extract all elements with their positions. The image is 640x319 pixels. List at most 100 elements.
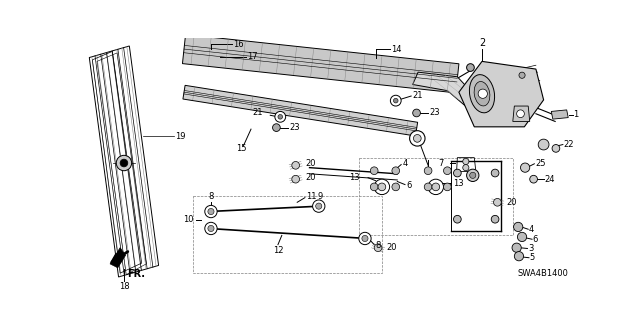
Circle shape bbox=[120, 159, 128, 167]
Circle shape bbox=[413, 135, 421, 142]
Circle shape bbox=[516, 110, 524, 118]
Text: 20: 20 bbox=[305, 159, 316, 168]
Text: 8: 8 bbox=[376, 241, 381, 250]
Ellipse shape bbox=[469, 75, 495, 113]
Circle shape bbox=[530, 175, 538, 183]
Circle shape bbox=[374, 179, 390, 195]
Text: 3: 3 bbox=[528, 244, 534, 253]
Circle shape bbox=[371, 167, 378, 174]
Circle shape bbox=[374, 244, 382, 252]
Text: 10: 10 bbox=[183, 216, 193, 225]
Text: 15: 15 bbox=[236, 144, 246, 153]
Circle shape bbox=[392, 167, 399, 174]
Polygon shape bbox=[459, 61, 543, 127]
Polygon shape bbox=[90, 46, 159, 277]
Circle shape bbox=[116, 155, 132, 171]
Text: 5: 5 bbox=[530, 253, 535, 262]
Text: 20: 20 bbox=[507, 198, 517, 207]
Circle shape bbox=[208, 226, 214, 232]
Circle shape bbox=[444, 183, 451, 191]
Circle shape bbox=[512, 243, 521, 252]
Circle shape bbox=[362, 235, 368, 241]
Circle shape bbox=[538, 139, 549, 150]
Circle shape bbox=[467, 64, 474, 71]
Circle shape bbox=[552, 145, 560, 152]
Circle shape bbox=[519, 72, 525, 78]
Circle shape bbox=[371, 183, 378, 191]
Text: 16: 16 bbox=[234, 40, 244, 49]
Circle shape bbox=[273, 124, 280, 131]
Text: 22: 22 bbox=[564, 140, 574, 149]
Text: 23: 23 bbox=[289, 123, 300, 132]
Text: 18: 18 bbox=[118, 282, 129, 291]
Circle shape bbox=[316, 203, 322, 209]
Circle shape bbox=[292, 161, 300, 169]
Circle shape bbox=[493, 198, 501, 206]
Circle shape bbox=[413, 109, 420, 117]
Text: 11: 11 bbox=[307, 192, 317, 201]
Polygon shape bbox=[183, 85, 418, 136]
Text: 9: 9 bbox=[317, 192, 323, 201]
Circle shape bbox=[517, 232, 527, 241]
Circle shape bbox=[428, 179, 444, 195]
Circle shape bbox=[467, 169, 479, 182]
Circle shape bbox=[292, 175, 300, 183]
Polygon shape bbox=[513, 106, 530, 122]
Text: 19: 19 bbox=[175, 131, 186, 141]
Text: 20: 20 bbox=[305, 173, 316, 182]
Circle shape bbox=[275, 111, 285, 122]
Text: 13: 13 bbox=[349, 173, 360, 182]
Text: 21: 21 bbox=[252, 108, 262, 117]
Circle shape bbox=[463, 159, 469, 165]
Text: 6: 6 bbox=[533, 235, 538, 244]
Circle shape bbox=[208, 208, 214, 215]
Text: 6: 6 bbox=[406, 181, 412, 190]
Text: 4: 4 bbox=[403, 159, 408, 168]
Text: 12: 12 bbox=[273, 246, 283, 255]
Circle shape bbox=[378, 183, 386, 191]
Polygon shape bbox=[413, 72, 490, 122]
Circle shape bbox=[478, 89, 488, 98]
Circle shape bbox=[463, 165, 469, 171]
Circle shape bbox=[394, 98, 398, 103]
Text: 20: 20 bbox=[387, 243, 397, 252]
Polygon shape bbox=[182, 34, 459, 93]
Circle shape bbox=[492, 215, 499, 223]
Circle shape bbox=[312, 200, 325, 212]
Text: SWA4B1400: SWA4B1400 bbox=[517, 269, 568, 278]
Circle shape bbox=[454, 169, 461, 177]
Text: 7: 7 bbox=[438, 159, 444, 167]
Circle shape bbox=[392, 183, 399, 191]
Circle shape bbox=[410, 131, 425, 146]
Text: FR.: FR. bbox=[127, 269, 145, 279]
Circle shape bbox=[520, 163, 530, 172]
Circle shape bbox=[454, 215, 461, 223]
Circle shape bbox=[432, 183, 440, 191]
Circle shape bbox=[444, 167, 451, 174]
Ellipse shape bbox=[474, 82, 490, 106]
Circle shape bbox=[205, 222, 217, 235]
Polygon shape bbox=[110, 248, 125, 268]
Text: 23: 23 bbox=[429, 108, 440, 117]
Bar bbox=[359, 158, 513, 235]
Bar bbox=[193, 196, 382, 273]
Text: 1: 1 bbox=[573, 110, 578, 119]
Circle shape bbox=[492, 169, 499, 177]
Text: 21: 21 bbox=[413, 91, 423, 100]
Text: 8: 8 bbox=[208, 192, 214, 201]
Circle shape bbox=[390, 95, 401, 106]
Circle shape bbox=[470, 172, 476, 178]
Circle shape bbox=[278, 115, 283, 119]
Circle shape bbox=[205, 205, 217, 218]
Text: 2: 2 bbox=[479, 38, 485, 48]
Text: 13: 13 bbox=[452, 179, 463, 188]
Text: 4: 4 bbox=[529, 225, 534, 234]
Text: 24: 24 bbox=[545, 175, 555, 184]
Text: 14: 14 bbox=[391, 45, 402, 54]
Circle shape bbox=[424, 167, 432, 174]
Circle shape bbox=[513, 222, 523, 232]
Polygon shape bbox=[551, 110, 568, 119]
Text: 25: 25 bbox=[535, 159, 546, 167]
Text: 17: 17 bbox=[247, 52, 258, 61]
Circle shape bbox=[359, 232, 371, 245]
